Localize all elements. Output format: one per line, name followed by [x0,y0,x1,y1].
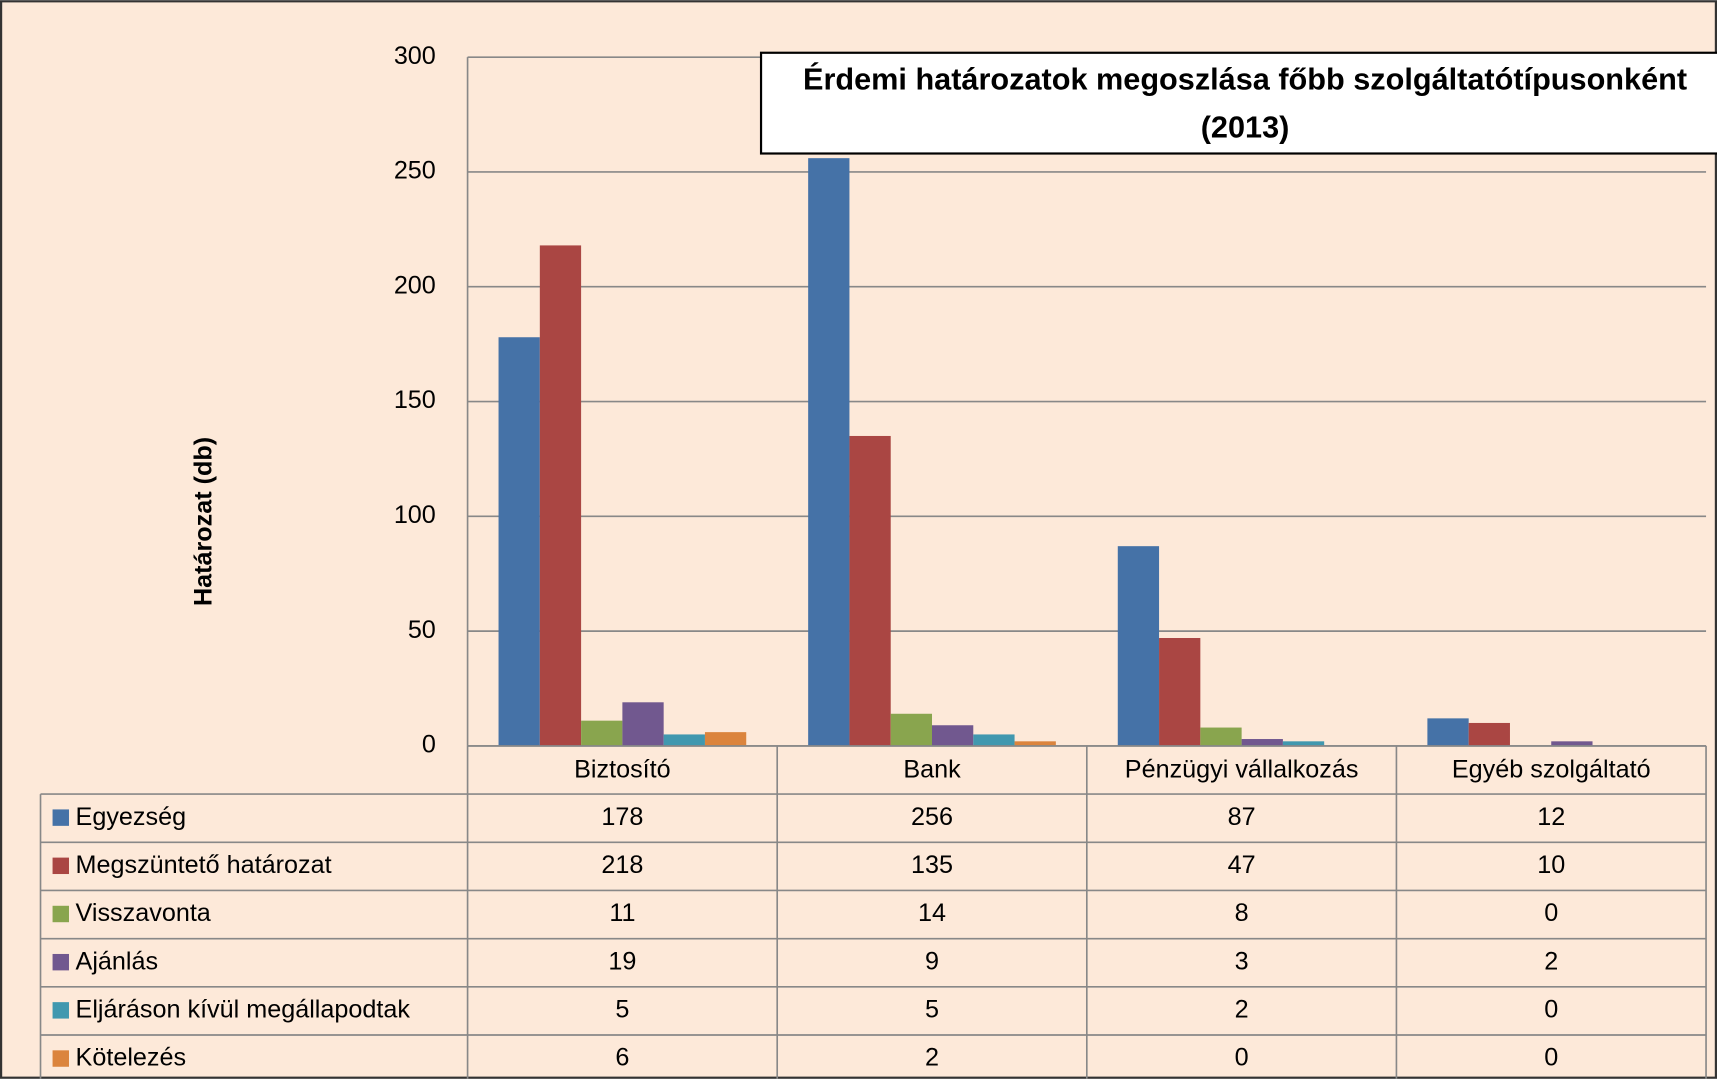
bar [890,713,933,746]
bar [1282,741,1325,746]
y-axis-title: Határozat (db) [189,437,217,606]
table-value: 2 [1235,996,1249,1024]
table-value: 0 [1544,1044,1558,1072]
bar [704,732,747,746]
table-value: 0 [1235,1044,1249,1072]
table-value: 2 [1544,947,1558,975]
y-tick-label: 250 [394,157,436,185]
legend-swatch [52,953,69,971]
table-value: 5 [925,996,939,1024]
bar [581,720,623,746]
table-value: 0 [1544,899,1558,927]
bar [1468,722,1510,746]
chart-title: (2013) [1201,111,1290,145]
y-tick-label: 50 [408,616,436,644]
bar [663,734,705,746]
bar [808,158,850,746]
table-value: 14 [918,899,946,927]
bar [1014,741,1056,746]
table-value: 9 [925,947,939,975]
table-value: 256 [911,803,953,831]
title-box [759,51,1717,155]
bar [1551,741,1593,746]
bar [1117,546,1160,746]
x-tick-label: Bank [903,756,961,784]
table-value: 2 [925,1044,939,1072]
bar [1241,739,1283,746]
bar [932,725,974,746]
bar [973,734,1015,746]
legend-swatch [52,809,69,826]
table-value: 135 [911,851,953,879]
table-value: 6 [615,1044,629,1072]
bar [498,337,540,746]
bar [622,702,664,746]
legend-label: Ajánlás [76,947,159,975]
x-tick-label: Biztosító [574,756,671,784]
table-value: 0 [1544,996,1558,1024]
table-value: 12 [1537,803,1565,831]
y-tick-label: 100 [394,501,436,529]
legend-swatch [52,905,69,923]
table-value: 11 [609,899,635,927]
table-value: 10 [1537,851,1565,879]
table-value: 87 [1228,803,1256,831]
table-value: 5 [615,996,629,1024]
table-value: 178 [601,803,643,831]
legend-label: Megszüntető határozat [76,851,332,879]
legend-label: Eljáráson kívül megállapodtak [76,996,411,1024]
legend-label: Visszavonta [76,899,211,927]
table-value: 8 [1235,899,1249,927]
bar [1427,718,1469,746]
bar [1200,727,1242,746]
legend-swatch [52,1002,69,1019]
bar [1159,638,1201,746]
x-tick-label: Egyéb szolgáltató [1452,756,1651,784]
legend-swatch [52,857,69,875]
table-value: 19 [608,947,636,975]
x-tick-label: Pénzügyi vállalkozás [1125,756,1359,784]
y-tick-label: 150 [394,386,436,414]
table-value: 3 [1235,947,1249,975]
legend-label: Kötelezés [76,1044,187,1072]
chart-title: Érdemi határozatok megoszlása főbb szolg… [803,61,1687,96]
table-value: 218 [601,851,643,879]
legend-swatch [52,1050,69,1067]
legend-label: Egyezség [76,803,187,831]
table-value: 47 [1228,851,1256,879]
y-tick-label: 0 [422,731,436,759]
y-tick-label: 200 [394,271,436,299]
bar [539,245,582,746]
y-tick-label: 300 [394,42,436,70]
bar [849,435,891,746]
